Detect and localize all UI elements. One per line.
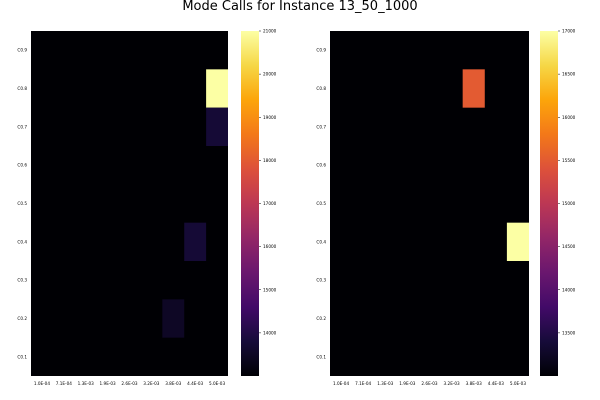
y-tick-label: C0.6 <box>17 163 27 168</box>
y-tick-label: C0.3 <box>17 278 27 283</box>
colorbar-tick-label: 15500 <box>562 158 576 163</box>
x-tick-label: 1.9E-03 <box>100 381 116 386</box>
colorbar <box>241 31 259 376</box>
colorbar-tick-label: 14000 <box>562 287 576 292</box>
y-tick-label: C0.3 <box>316 278 326 283</box>
colorbar-tick-label: 14000 <box>263 330 277 335</box>
heatmap-panel-1: 1.0E-04 7.1E-04 1.3E-03 1.9E-03 2.6E-03 3.2E-… <box>17 29 276 387</box>
x-tick-label: 4.4E-03 <box>187 381 203 386</box>
heatmap-cell <box>206 69 228 108</box>
x-tick-label: 2.6E-03 <box>121 381 137 386</box>
colorbar-tick-label: 17000 <box>562 29 576 34</box>
y-tick-label: C0.5 <box>316 201 326 206</box>
x-tick-label: 1.3E-03 <box>377 381 393 386</box>
x-tick-label: 1.0E-04 <box>333 381 349 386</box>
colorbar-tick-label: 15000 <box>562 201 576 206</box>
y-tick-label: C0.5 <box>17 201 27 206</box>
y-tick-label: C0.9 <box>316 48 326 53</box>
x-tick-label: 1.9E-03 <box>399 381 415 386</box>
y-tick-label: C0.8 <box>316 86 326 91</box>
y-tick-label: C0.7 <box>316 124 326 129</box>
x-tick-label: 3.2E-03 <box>444 381 460 386</box>
colorbar-tick-label: 16000 <box>263 244 277 249</box>
y-tick-label: C0.1 <box>316 354 326 359</box>
colorbar-tick-label: 19000 <box>263 115 277 120</box>
colorbar-tick-label: 15000 <box>263 287 277 292</box>
x-tick-label: 5.0E-03 <box>209 381 225 386</box>
heatmap-cell <box>462 69 485 108</box>
colorbar-tick-label: 16500 <box>562 72 576 77</box>
colorbar-tick-label: 16000 <box>562 115 576 120</box>
y-tick-label: C0.6 <box>316 163 326 168</box>
y-tick-label: C0.2 <box>316 316 326 321</box>
heatmap-background <box>31 31 228 376</box>
heatmap-background <box>330 31 529 376</box>
y-tick-label: C0.1 <box>17 354 27 359</box>
x-tick-label: 1.0E-04 <box>34 381 50 386</box>
colorbar-tick-label: 20000 <box>263 72 277 77</box>
colorbar-tick-label: 21000 <box>263 29 277 34</box>
colorbar-tick-label: 13500 <box>562 330 576 335</box>
x-tick-label: 4.4E-03 <box>488 381 504 386</box>
x-tick-label: 1.3E-03 <box>78 381 94 386</box>
colorbar-tick-label: 18000 <box>263 158 277 163</box>
y-tick-label: C0.4 <box>17 239 27 244</box>
colorbar-tick-label: 14500 <box>562 244 576 249</box>
heatmap-cell <box>206 107 228 146</box>
heatmap-cell <box>506 222 529 261</box>
heatmap-cell <box>184 222 207 261</box>
x-tick-label: 2.6E-03 <box>421 381 437 386</box>
chart-title: Mode Calls for Instance 13_50_1000 <box>182 0 418 14</box>
heatmap-panel-2: 1.0E-04 7.1E-04 1.3E-03 1.9E-03 2.6E-03 3.2E-… <box>316 29 575 387</box>
y-tick-label: C0.9 <box>17 48 27 53</box>
heatmap-cell <box>162 299 185 338</box>
x-tick-label: 3.8E-03 <box>165 381 181 386</box>
x-tick-label: 3.2E-03 <box>143 381 159 386</box>
y-tick-label: C0.7 <box>17 124 27 129</box>
y-tick-label: C0.2 <box>17 316 27 321</box>
y-tick-label: C0.8 <box>17 86 27 91</box>
x-tick-label: 3.8E-03 <box>466 381 482 386</box>
colorbar-tick-label: 17000 <box>263 201 277 206</box>
x-tick-label: 5.0E-03 <box>510 381 526 386</box>
x-tick-label: 7.1E-04 <box>56 381 72 386</box>
colorbar <box>540 31 558 376</box>
x-tick-label: 7.1E-04 <box>355 381 371 386</box>
y-tick-label: C0.4 <box>316 239 326 244</box>
